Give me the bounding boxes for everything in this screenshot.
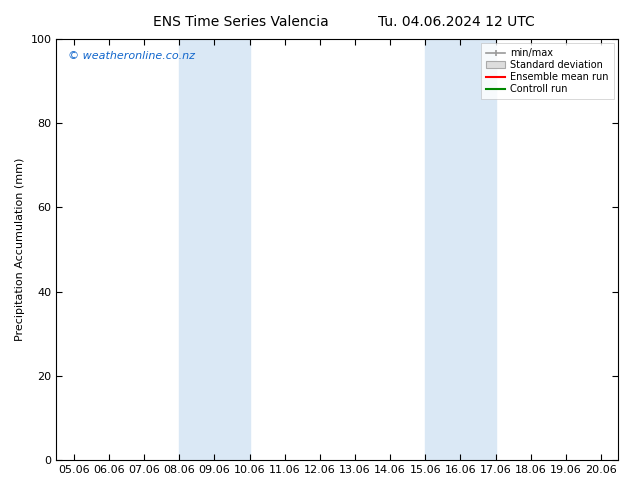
Text: © weatheronline.co.nz: © weatheronline.co.nz [68,51,195,61]
Legend: min/max, Standard deviation, Ensemble mean run, Controll run: min/max, Standard deviation, Ensemble me… [481,44,614,99]
Bar [179,39,250,460]
Y-axis label: Precipitation Accumulation (mm): Precipitation Accumulation (mm) [15,158,25,341]
Bar [425,39,496,460]
Text: Tu. 04.06.2024 12 UTC: Tu. 04.06.2024 12 UTC [378,15,535,29]
Text: ENS Time Series Valencia: ENS Time Series Valencia [153,15,329,29]
